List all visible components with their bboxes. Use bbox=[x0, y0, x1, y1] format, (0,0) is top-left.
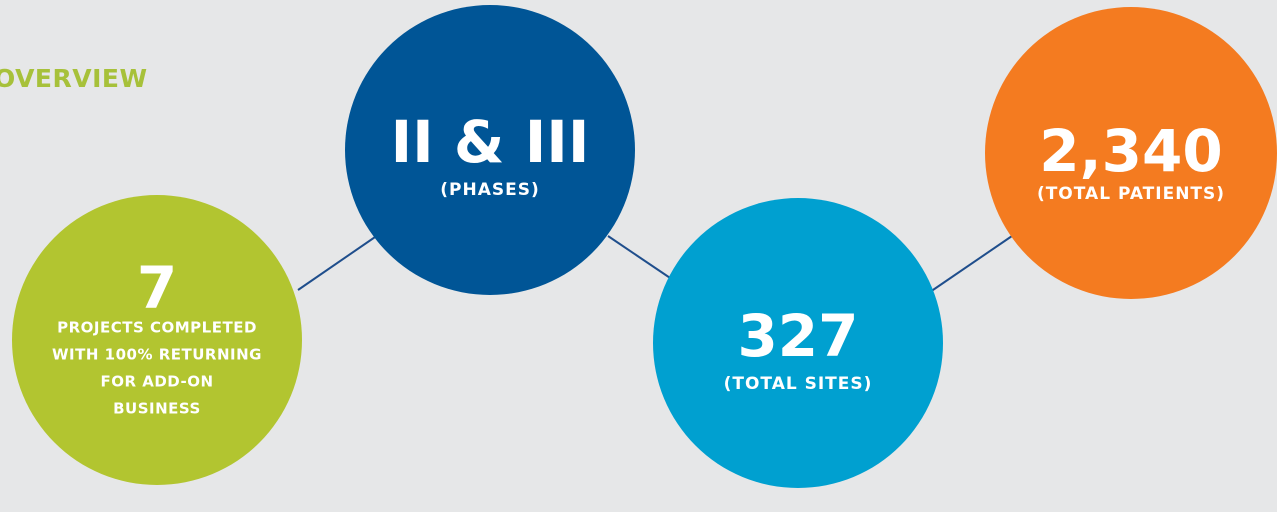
circle-label: PROJECTS COMPLETED bbox=[57, 319, 257, 337]
circle-label: BUSINESS bbox=[113, 400, 201, 418]
circle-label: (TOTAL SITES) bbox=[724, 374, 873, 394]
circle-label: (TOTAL PATIENTS) bbox=[1037, 184, 1225, 204]
circle bbox=[345, 5, 635, 295]
heading: OVERVIEW bbox=[0, 64, 148, 93]
circle bbox=[12, 195, 302, 485]
connector bbox=[297, 234, 379, 291]
circle-label: WITH 100% RETURNING bbox=[52, 346, 262, 364]
circle-value: 327 bbox=[737, 302, 858, 370]
connector bbox=[929, 235, 1013, 293]
circle bbox=[985, 7, 1277, 299]
circle-label: (PHASES) bbox=[440, 180, 539, 200]
circle bbox=[653, 198, 943, 488]
circle-label: FOR ADD-ON bbox=[100, 373, 213, 391]
circle-value: 7 bbox=[137, 254, 177, 322]
circle-value: II & III bbox=[391, 108, 590, 176]
circle-value: 2,340 bbox=[1039, 117, 1222, 185]
